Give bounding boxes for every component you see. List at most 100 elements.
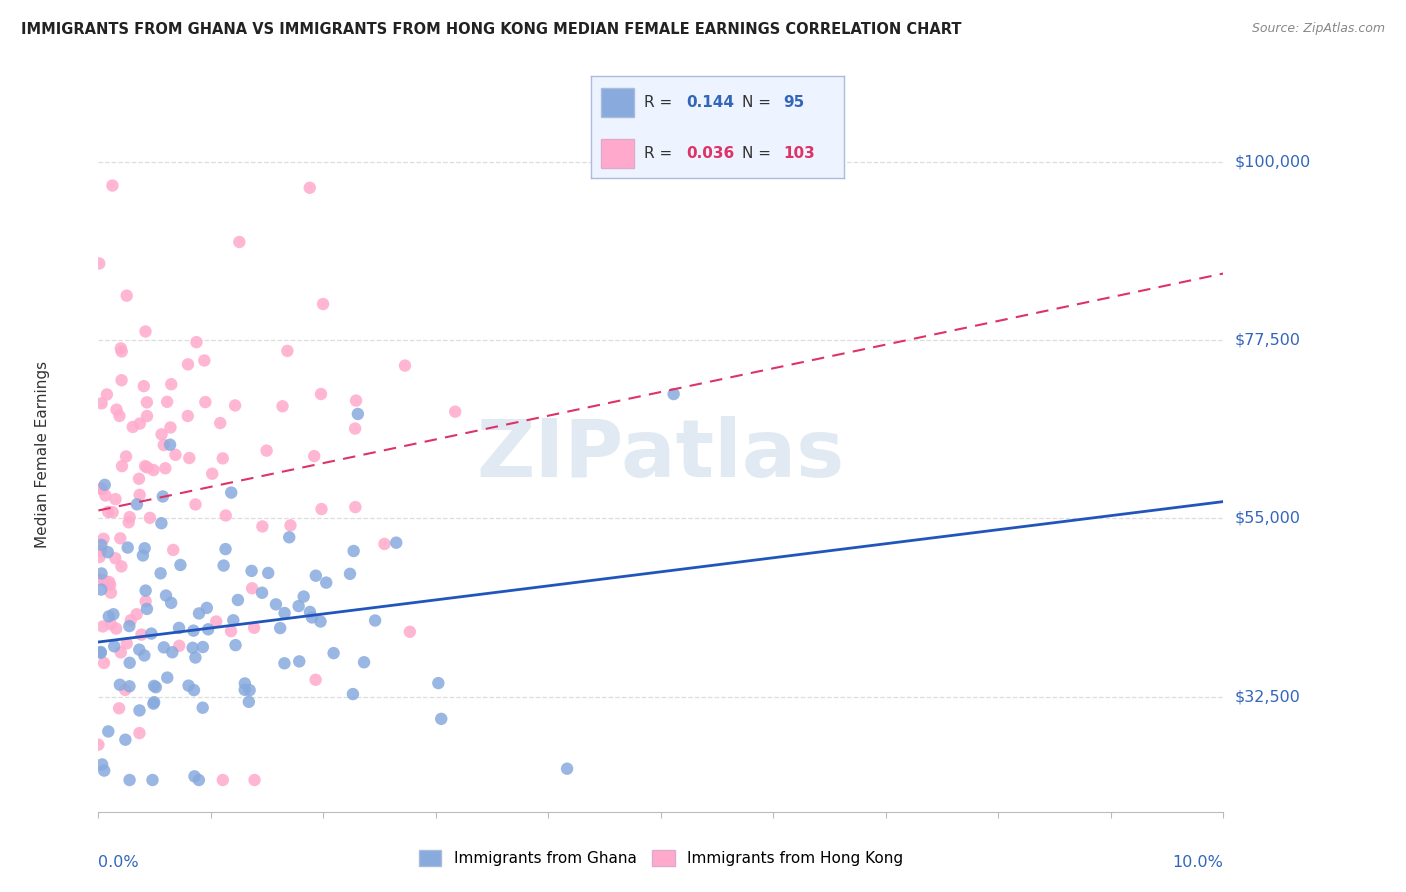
Point (104, 551, 127, 566)
Point (121, 420, 143, 434)
Text: $77,500: $77,500 (1234, 333, 1301, 348)
Point (156, 671, 179, 685)
Point (97, 724, 120, 739)
Point (134, 325, 156, 339)
Point (120, 613, 142, 627)
Point (280, 518, 302, 533)
Point (184, 650, 207, 665)
Point (152, 490, 174, 504)
Point (134, 648, 156, 663)
Point (97, 609, 120, 624)
Point (298, 605, 321, 619)
Point (90, 566, 112, 581)
Point (159, 420, 181, 434)
Point (110, 373, 132, 387)
Point (125, 497, 148, 511)
Legend: Immigrants from Ghana, Immigrants from Hong Kong: Immigrants from Ghana, Immigrants from H… (412, 844, 910, 872)
Point (90, 482, 112, 496)
Point (211, 451, 233, 466)
Point (115, 288, 138, 302)
Text: IMMIGRANTS FROM GHANA VS IMMIGRANTS FROM HONG KONG MEDIAN FEMALE EARNINGS CORREL: IMMIGRANTS FROM GHANA VS IMMIGRANTS FROM… (21, 22, 962, 37)
Point (167, 621, 190, 635)
FancyBboxPatch shape (600, 88, 634, 117)
Point (136, 602, 159, 616)
Point (131, 627, 153, 641)
Point (91, 757, 114, 772)
Point (197, 623, 219, 637)
Point (91, 619, 114, 633)
Point (118, 772, 141, 787)
Point (257, 566, 280, 580)
Point (193, 353, 215, 368)
Point (201, 467, 224, 481)
Point (118, 679, 141, 693)
Point (114, 682, 136, 697)
Point (98, 574, 121, 589)
Point (134, 459, 156, 474)
Point (311, 502, 333, 516)
Point (90, 482, 112, 496)
Point (160, 596, 183, 610)
Text: 95: 95 (783, 95, 804, 110)
Point (118, 656, 141, 670)
Point (108, 678, 131, 692)
Point (111, 459, 134, 474)
Point (233, 676, 256, 690)
Point (89, 549, 111, 564)
Point (104, 492, 127, 507)
Text: 0.0%: 0.0% (98, 855, 139, 871)
Point (115, 636, 138, 650)
Point (225, 638, 247, 652)
Text: N =: N = (742, 146, 776, 161)
Point (110, 559, 132, 574)
Point (301, 610, 323, 624)
Text: Median Female Earnings: Median Female Earnings (35, 361, 49, 549)
Point (239, 683, 262, 698)
Point (155, 461, 177, 475)
Point (264, 598, 287, 612)
Point (141, 626, 163, 640)
Point (288, 654, 311, 668)
Point (394, 359, 416, 373)
Point (90, 645, 112, 659)
Point (118, 516, 141, 530)
Point (153, 438, 176, 452)
Point (134, 541, 156, 556)
Point (135, 594, 157, 608)
Point (110, 531, 132, 545)
Point (399, 624, 422, 639)
Point (276, 343, 298, 358)
Point (100, 586, 122, 600)
Point (209, 416, 232, 430)
Point (177, 357, 200, 371)
Point (90, 646, 112, 660)
Point (143, 695, 166, 709)
Point (243, 772, 266, 787)
Point (222, 613, 245, 627)
Point (135, 395, 157, 409)
Point (219, 485, 242, 500)
Text: N =: N = (742, 95, 776, 110)
Text: 0.144: 0.144 (686, 95, 735, 110)
Point (312, 297, 335, 311)
Point (240, 564, 263, 578)
Text: $100,000: $100,000 (1234, 154, 1310, 169)
Point (256, 443, 278, 458)
Text: $55,000: $55,000 (1234, 511, 1301, 526)
Point (142, 463, 165, 477)
Point (94, 478, 117, 492)
Point (240, 581, 263, 595)
Point (105, 622, 128, 636)
Point (555, 762, 578, 776)
Point (90, 582, 112, 597)
Point (184, 498, 207, 512)
Point (226, 593, 249, 607)
Point (278, 530, 301, 544)
Point (177, 679, 200, 693)
Point (110, 342, 132, 356)
Point (195, 600, 218, 615)
Point (93, 532, 115, 546)
Point (165, 448, 187, 462)
Point (149, 566, 172, 581)
Point (101, 505, 124, 519)
